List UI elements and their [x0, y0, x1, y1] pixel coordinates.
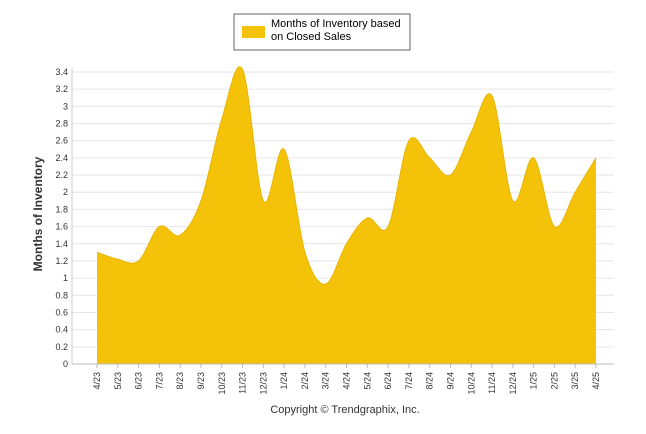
legend-label-line-1: Months of Inventory based	[271, 18, 401, 30]
x-tick-label: 5/23	[113, 372, 123, 390]
y-tick-label: 3.2	[55, 84, 68, 94]
data-point-2-25	[552, 225, 556, 229]
data-point-12-23	[261, 199, 265, 203]
x-tick-label: 9/24	[445, 372, 455, 390]
x-tick-label: 2/24	[300, 372, 310, 390]
y-tick-label: 2.6	[55, 136, 68, 146]
axes	[71, 68, 614, 368]
x-tick-label: 10/24	[466, 372, 476, 395]
x-tick-label: 12/23	[258, 372, 268, 395]
x-tick-label: 3/25	[570, 372, 580, 390]
data-point-5-23	[116, 257, 120, 261]
copyright-text: Copyright © Trendgraphix, Inc.	[270, 404, 419, 416]
y-axis-label: Months of Inventory	[31, 156, 45, 271]
y-tick-label: 1.4	[55, 239, 68, 249]
y-tick-label: 1.2	[55, 256, 68, 266]
x-tick-label: 11/23	[238, 372, 248, 394]
data-point-9-23	[199, 199, 203, 203]
data-point-4-25	[594, 156, 598, 160]
x-tick-label: 8/24	[425, 372, 435, 390]
x-tick-label: 8/23	[175, 372, 185, 390]
y-tick-label: 3	[63, 101, 68, 111]
x-tick-label: 3/24	[321, 372, 331, 390]
data-point-3-25	[573, 190, 577, 194]
area-series-months-of-inventory	[97, 66, 596, 364]
data-point-6-23	[137, 259, 141, 263]
data-point-9-24	[448, 173, 452, 177]
y-tick-labels: 0 0.2 0.4 0.6 0.8 1 1.2 1.4 1.6 1.8 2 2.2 2.4 2.6 2.8 3…	[55, 67, 68, 369]
data-point-11-24	[490, 94, 494, 98]
data-point-8-24	[428, 156, 432, 160]
data-point-7-24	[407, 139, 411, 143]
data-point-6-24	[386, 225, 390, 229]
x-tick-label: 10/23	[217, 372, 227, 395]
data-point-2-24	[303, 250, 307, 254]
y-tick-label: 2.8	[55, 119, 68, 129]
data-point-12-24	[511, 199, 515, 203]
y-tick-label: 0.4	[55, 325, 68, 335]
y-tick-label: 3.4	[55, 67, 68, 77]
x-tick-label: 5/24	[362, 372, 372, 390]
area-series-outline	[96, 66, 597, 285]
x-tick-label: 12/24	[508, 372, 518, 395]
legend-label-line-2: on Closed Sales	[271, 31, 352, 43]
data-point-7-23	[157, 225, 161, 229]
y-tick-label: 0	[63, 359, 68, 369]
legend-swatch	[242, 26, 265, 38]
y-tick-label: 1	[63, 273, 68, 283]
y-tick-label: 0.8	[55, 290, 68, 300]
x-tick-labels: 4/23 5/23 6/23 7/23 8/23 9/23 10/23 11/23 12/23 1…	[92, 372, 601, 395]
x-tick-label: 4/24	[342, 372, 352, 390]
y-tick-label: 1.6	[55, 222, 68, 232]
x-tick-label: 11/24	[487, 372, 497, 394]
y-tick-label: 2.4	[55, 153, 68, 163]
data-point-5-24	[365, 216, 369, 220]
data-point-1-24	[282, 147, 286, 151]
x-tick-label: 4/25	[591, 372, 601, 390]
legend: Months of Inventory based on Closed Sale…	[233, 13, 411, 51]
data-point-11-23	[241, 67, 245, 71]
y-tick-label: 2	[63, 187, 68, 197]
data-point-10-23	[220, 117, 224, 121]
data-point-1-25	[532, 156, 536, 160]
x-tick-label: 7/24	[404, 372, 414, 390]
y-tick-label: 0.6	[55, 307, 68, 317]
x-tick-label: 6/24	[383, 372, 393, 390]
data-point-8-23	[178, 233, 182, 237]
x-tick-label: 1/24	[279, 372, 289, 390]
x-tick-label: 9/23	[196, 372, 206, 390]
area-layer	[95, 66, 598, 364]
x-tick-label: 2/25	[549, 372, 559, 390]
x-tick-label: 6/23	[134, 372, 144, 390]
y-tick-label: 2.2	[55, 170, 68, 180]
data-point-3-24	[324, 282, 328, 286]
y-tick-label: 0.2	[55, 342, 68, 352]
x-tick-label: 7/23	[154, 372, 164, 390]
data-point-10-24	[469, 130, 473, 134]
data-point-4-23	[95, 250, 99, 254]
data-point-4-24	[345, 242, 349, 246]
y-tick-label: 1.8	[55, 204, 68, 214]
x-tick-label: 4/23	[92, 372, 102, 390]
x-tick-label: 1/25	[529, 372, 539, 390]
